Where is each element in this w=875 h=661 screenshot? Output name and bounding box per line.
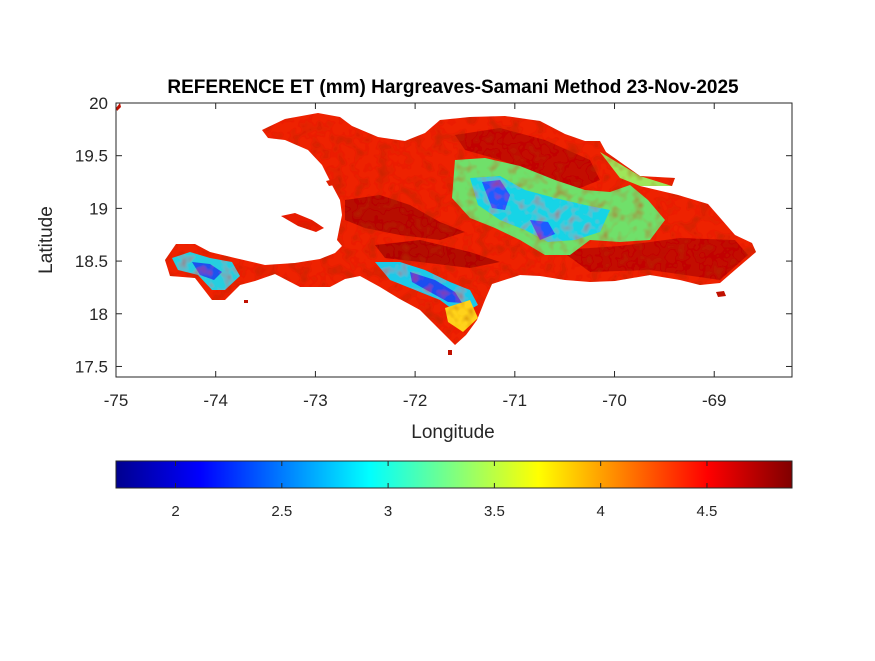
x-axis: -75 -74 -73 -72 -71 -70 -69: [104, 103, 727, 410]
island-hispaniola: [165, 113, 756, 345]
dark-southeast: [560, 238, 748, 280]
highland-blue: [482, 180, 510, 210]
y-tick-label: 18: [89, 305, 108, 324]
x-tick-label: -69: [702, 391, 727, 410]
y-tick-label: 19: [89, 199, 108, 218]
highland-blue-2: [530, 220, 555, 240]
map-area: [116, 103, 756, 355]
islet-navassa: [244, 300, 248, 303]
islet-saona: [716, 291, 726, 297]
y-tick-label: 17.5: [75, 357, 108, 376]
dark-ridge-north: [455, 128, 600, 190]
islet-beata: [448, 350, 452, 355]
x-axis-label: Longitude: [411, 422, 494, 443]
x-tick-label: -70: [602, 391, 627, 410]
southwest-peninsula-blue: [192, 262, 222, 280]
plot-frame: [115, 102, 793, 378]
colorbar-tick-label: 2.5: [271, 503, 292, 520]
colorbar-tick-label: 2: [171, 503, 179, 520]
y-axis: 17.5 18 18.5 19 19.5 20: [75, 94, 792, 376]
colorbar-tick-label: 4.5: [697, 503, 718, 520]
y-tick-label: 19.5: [75, 147, 108, 166]
dark-ridge-south: [375, 240, 500, 268]
colorbar-tick-label: 3.5: [484, 503, 505, 520]
colorbar-tick-label: 4: [597, 503, 605, 520]
island-tortuga: [326, 178, 340, 186]
x-tick-label: -75: [104, 391, 129, 410]
islet-northwest: [116, 103, 121, 111]
x-tick-label: -74: [203, 391, 228, 410]
northeast-plain-green: [600, 152, 672, 186]
x-tick-label: -72: [403, 391, 428, 410]
land-mass: [165, 113, 756, 345]
island-gonave: [281, 213, 324, 232]
colorbar-tick-label: 3: [384, 503, 392, 520]
y-axis-label: Latitude: [36, 206, 57, 274]
colorbar: [115, 460, 793, 489]
colorbar-ticks: 2 2.5 3 3.5 4 4.5: [171, 461, 717, 520]
southern-range-yellow: [445, 300, 478, 332]
y-tick-label: 18.5: [75, 252, 108, 271]
y-tick-label: 20: [89, 94, 108, 113]
chart-title: REFERENCE ET (mm) Hargreaves-Samani Meth…: [167, 77, 739, 98]
x-tick-label: -71: [503, 391, 528, 410]
x-tick-label: -73: [303, 391, 328, 410]
southern-range-blue: [410, 272, 462, 303]
dark-ridge-central: [345, 195, 465, 240]
